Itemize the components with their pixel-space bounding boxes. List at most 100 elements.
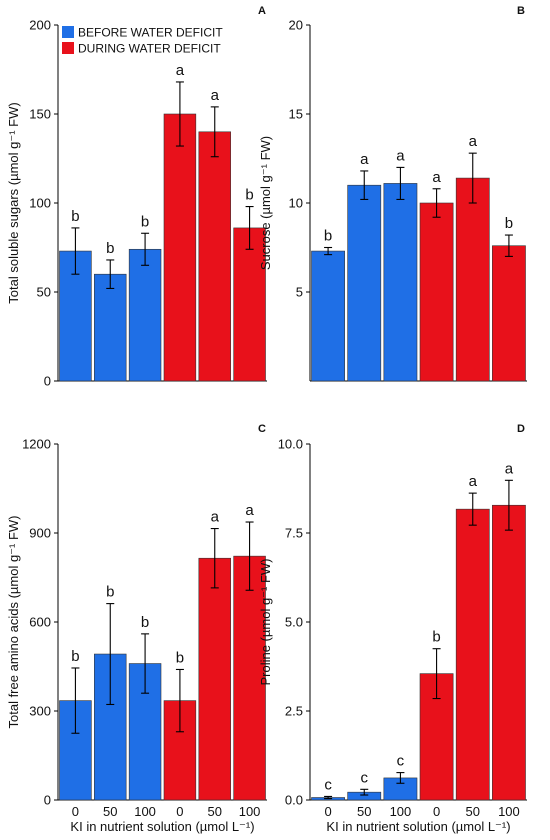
error-bar <box>324 246 333 256</box>
error-bar <box>396 772 405 784</box>
y-tick-label: 10 <box>289 196 303 211</box>
error-bar <box>360 170 369 200</box>
significance-letter: c <box>361 769 369 786</box>
y-tick-label: 10.0 <box>278 437 303 452</box>
x-tick-label: 0 <box>324 804 331 819</box>
y-tick-label: 100 <box>29 196 51 211</box>
significance-letter: b <box>141 614 149 631</box>
bar <box>163 113 197 382</box>
error-bar <box>175 668 184 733</box>
significance-letter: a <box>211 509 220 526</box>
error-bar <box>106 603 115 706</box>
legend-during: DURING WATER DEFICIT <box>62 42 221 56</box>
panel-d: 0.0 2.5 5.0 7.5 10.0 c 0 c 50 c 100 b 0 a 50 a 100 Prolin… <box>258 423 527 834</box>
x-tick-label: 0 <box>433 804 440 819</box>
y-tick-label: 5.0 <box>285 615 303 630</box>
legend-before: BEFORE WATER DEFICIT <box>62 26 223 40</box>
error-bar <box>432 648 441 700</box>
significance-letter: a <box>396 147 405 164</box>
panel-a: 0 50 100 150 200 b b b a a b Total soluble sugars (… <box>6 5 267 389</box>
x-tick-label: 100 <box>390 804 412 819</box>
x-tick-label: 100 <box>134 804 156 819</box>
y-tick-label: 600 <box>29 615 51 630</box>
error-bar <box>106 259 115 289</box>
error-bar <box>210 527 219 589</box>
significance-letter: a <box>505 460 514 477</box>
panel-c: 0 300 600 900 1200 b 0 b 50 b 100 b 0 a 50 a 100 Total fr… <box>6 423 267 834</box>
error-bar <box>175 81 184 147</box>
error-bar <box>71 667 80 734</box>
error-bar <box>504 479 513 531</box>
panel-label: B <box>517 5 525 17</box>
significance-letter: b <box>71 648 79 665</box>
significance-letter: b <box>505 215 513 232</box>
y-axis-label: Total free amino acids (µmol g⁻¹ FW) <box>6 515 21 728</box>
x-tick-label: 100 <box>239 804 261 819</box>
significance-letter: b <box>324 228 332 245</box>
significance-letter: b <box>141 213 149 230</box>
error-bar <box>432 188 441 218</box>
bar <box>198 557 231 801</box>
significance-letter: c <box>324 776 332 793</box>
x-tick-label: 100 <box>498 804 520 819</box>
error-bar <box>245 521 254 591</box>
x-axis-label: KI in nutrient solution (µmol L⁻¹) <box>326 819 510 834</box>
bar <box>311 250 345 382</box>
panel-label: C <box>258 423 266 435</box>
significance-letter: b <box>71 208 79 225</box>
bar <box>492 245 526 382</box>
y-tick-label: 0 <box>44 374 51 389</box>
y-tick-label: 50 <box>37 285 51 300</box>
y-axis-label: Total soluble sugars (µmol g⁻¹ FW) <box>6 102 21 303</box>
x-axis-label: KI in nutrient solution (µmol L⁻¹) <box>70 819 254 834</box>
y-tick-label: 1200 <box>22 437 51 452</box>
significance-letter: c <box>397 753 405 770</box>
y-axis-label: Proline (µmol g⁻¹ FW) <box>258 558 273 685</box>
y-tick-label: 15 <box>289 107 303 122</box>
significance-letter: b <box>176 649 184 666</box>
y-tick-label: 5 <box>296 285 303 300</box>
y-tick-label: 900 <box>29 526 51 541</box>
bar <box>233 227 266 382</box>
y-tick-label: 2.5 <box>285 704 303 719</box>
significance-letter: a <box>245 502 254 519</box>
error-bar <box>468 492 477 526</box>
bar <box>198 131 231 382</box>
y-tick-label: 7.5 <box>285 526 303 541</box>
y-tick-label: 20 <box>289 18 303 33</box>
x-tick-label: 50 <box>103 804 117 819</box>
significance-letter: a <box>360 151 369 168</box>
panel-b: 5 10 15 20 b a a a a b Sucrose (µmol g⁻¹ FW) B <box>258 5 527 382</box>
y-tick-label: 200 <box>29 18 51 33</box>
bar <box>233 555 266 801</box>
bar <box>94 273 127 382</box>
legend-swatch <box>62 26 74 38</box>
y-tick-label: 300 <box>29 704 51 719</box>
bar <box>347 184 382 382</box>
bar <box>455 177 490 382</box>
error-bar <box>324 795 333 800</box>
error-bar <box>71 227 80 275</box>
significance-letter: b <box>106 584 114 601</box>
panel-label: A <box>258 5 266 17</box>
y-tick-label: 0.0 <box>285 793 303 808</box>
error-bar <box>396 166 405 200</box>
significance-letter: a <box>469 473 478 490</box>
error-bar <box>245 206 254 250</box>
y-tick-label: 0 <box>44 793 51 808</box>
x-tick-label: 0 <box>72 804 79 819</box>
error-bar <box>141 232 150 266</box>
y-axis-label: Sucrose (µmol g⁻¹ FW) <box>258 136 273 270</box>
x-tick-label: 50 <box>357 804 371 819</box>
error-bar <box>210 106 219 158</box>
panel-label: D <box>517 423 525 435</box>
legend-swatch <box>62 42 74 54</box>
bar <box>128 248 162 382</box>
bar <box>455 508 490 801</box>
significance-letter: a <box>432 169 441 186</box>
x-tick-label: 0 <box>176 804 183 819</box>
significance-letter: b <box>245 187 253 204</box>
significance-letter: a <box>469 133 478 150</box>
bar <box>419 202 454 382</box>
